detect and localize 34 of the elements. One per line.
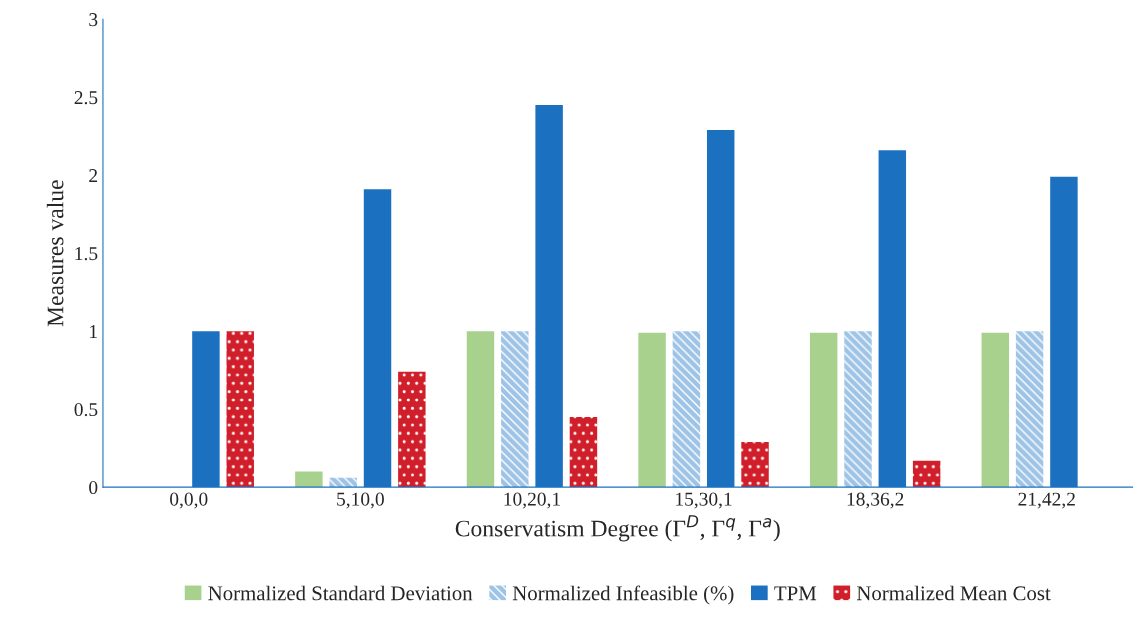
bar: [226, 331, 254, 488]
y-tick-label: 0.5: [74, 402, 98, 417]
bar: [741, 441, 769, 488]
x-tick-label: 5,10,0: [337, 492, 384, 509]
x-tick-label: 10,20,1: [504, 492, 560, 509]
x-axis-title: Conservatism Degree (Γ$^{D}$, Γ$^{q}$, Γ$^{a}$): [455, 515, 780, 542]
x-tick-label: 15,30,1: [676, 492, 732, 509]
x-tick-label: 18,36,2: [847, 492, 904, 509]
y-tick-label: 2: [89, 169, 98, 182]
y-tick-label: 1: [90, 325, 97, 338]
bar: [638, 332, 666, 488]
x-tick-label: 0,0,0: [170, 492, 208, 509]
legend-label: Normalized Mean Cost: [856, 585, 1051, 601]
bar: [569, 416, 598, 488]
y-axis-title: Measures value: [46, 180, 64, 327]
y-tick-label: 0: [89, 480, 98, 495]
bar: [981, 332, 1010, 488]
bar: [295, 471, 323, 488]
legend-label: Normalized Standard Deviation: [208, 585, 473, 601]
bar: [809, 332, 838, 488]
bar: [501, 331, 529, 488]
y-tick-label: 3: [89, 13, 98, 27]
bar: [466, 331, 495, 488]
x-tick-label: 21,42,2: [1018, 492, 1075, 509]
bar: [1015, 331, 1044, 488]
bar: [329, 477, 357, 488]
legend-label: TPM: [774, 586, 817, 601]
y-tick-label: 1.5: [75, 247, 98, 261]
y-tick-label: 2.5: [74, 91, 98, 105]
bar: [672, 331, 701, 488]
bar: [844, 331, 872, 488]
bar: [912, 460, 941, 488]
legend-label: Normalized Infeasible (%): [512, 585, 734, 605]
bar: [398, 371, 426, 488]
